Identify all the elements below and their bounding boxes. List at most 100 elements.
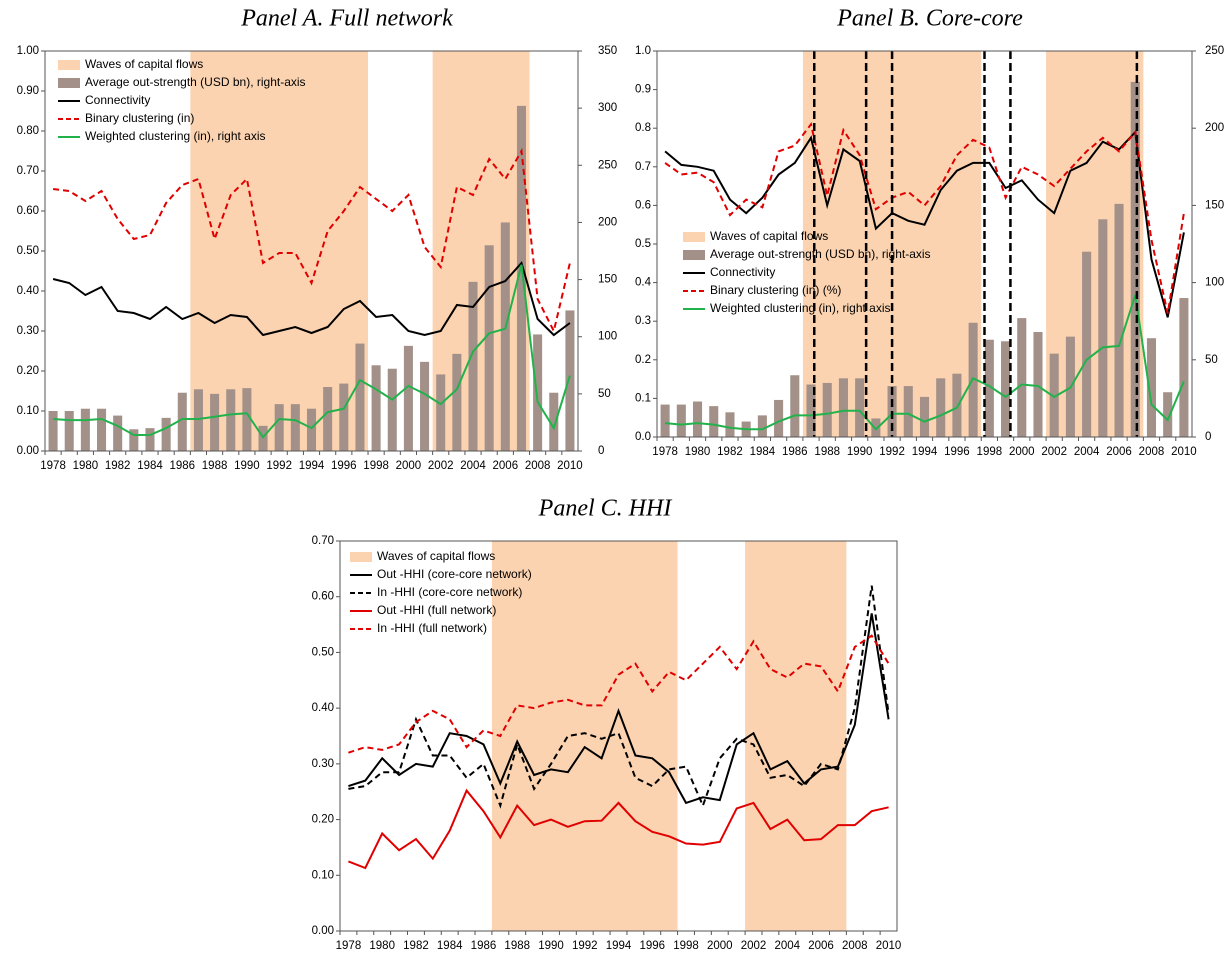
x-tick-label: 1984 (750, 446, 776, 458)
x-tick-label: 2004 (774, 940, 800, 952)
chart-title: Panel B. Core-core (836, 6, 1023, 32)
y2-tick-label: 150 (1205, 199, 1224, 211)
bar (97, 408, 107, 451)
x-tick-label: 2006 (1106, 446, 1132, 458)
x-tick-label: 1988 (504, 940, 530, 952)
x-tick-label: 1992 (572, 940, 598, 952)
x-tick-label: 1994 (912, 446, 938, 458)
bar (533, 334, 543, 451)
y2-tick-label: 0 (1205, 431, 1211, 443)
x-tick-label: 2006 (808, 940, 834, 952)
bar (692, 401, 703, 437)
chart-title: Panel C. HHI (538, 496, 673, 522)
wave-band (491, 541, 678, 931)
x-tick-label: 1982 (105, 460, 131, 472)
bar (242, 388, 252, 451)
wave-band (190, 51, 369, 451)
line-series (348, 788, 889, 870)
bar (1017, 318, 1027, 437)
bar (113, 415, 123, 451)
x-tick-label: 2004 (460, 460, 486, 472)
x-tick-label: 1994 (299, 460, 325, 472)
bar (660, 404, 670, 437)
bar (1049, 353, 1059, 437)
x-tick-label: 1994 (606, 940, 632, 952)
y-tick-label: 0.0 (635, 431, 651, 443)
x-tick-label: 1984 (437, 940, 463, 952)
bar (1001, 341, 1011, 437)
x-tick-label: 1990 (234, 460, 260, 472)
x-tick-label: 2006 (493, 460, 519, 472)
y-tick-label: 1.00 (17, 45, 39, 57)
bar (838, 378, 848, 437)
wave-band (1046, 51, 1144, 437)
bar (757, 415, 767, 437)
bar (725, 412, 735, 437)
legend-label: Out -HHI (full network) (377, 603, 496, 617)
x-tick-label: 1992 (879, 446, 905, 458)
bar (145, 428, 155, 451)
y-tick-label: 0.20 (312, 814, 334, 826)
bar (177, 392, 187, 451)
bar (790, 375, 800, 437)
legend-label: Waves of capital flows (85, 57, 203, 71)
bar (1146, 338, 1157, 437)
bar (1098, 219, 1108, 437)
bar (468, 281, 478, 451)
x-tick-label: 2010 (1171, 446, 1197, 458)
line-series (52, 260, 571, 337)
bar (952, 373, 962, 437)
x-tick-label: 1978 (40, 460, 66, 472)
y-tick-label: 0.40 (17, 285, 39, 297)
bar (306, 408, 317, 451)
bar (355, 343, 365, 451)
x-tick-label: 1992 (266, 460, 292, 472)
x-tick-label: 1980 (369, 940, 395, 952)
x-tick-label: 1998 (977, 446, 1003, 458)
y-tick-label: 0.30 (312, 758, 334, 770)
bar (403, 345, 413, 451)
bar (806, 384, 816, 437)
y-tick-label: 0.9 (635, 84, 651, 96)
y-tick-label: 0.5 (635, 238, 651, 250)
x-tick-label: 2004 (1074, 446, 1100, 458)
bar (516, 105, 526, 451)
legend-label: Binary clustering (in) (%) (710, 283, 841, 297)
x-tick-label: 1986 (169, 460, 195, 472)
x-tick-label: 1986 (782, 446, 808, 458)
legend-label: Binary clustering (in) (85, 111, 194, 125)
x-tick-label: 2008 (1139, 446, 1165, 458)
y-tick-label: 0.2 (635, 354, 651, 366)
x-tick-label: 1980 (73, 460, 99, 472)
bar (919, 396, 930, 437)
y-tick-label: 1.0 (635, 45, 651, 57)
chart-title: Panel A. Full network (240, 6, 453, 32)
y-tick-label: 0.30 (17, 325, 39, 337)
bar (822, 382, 832, 437)
legend-label: Weighted clustering (in), right axis (710, 301, 891, 315)
legend-label: Average out-strength (USD bn), right-axi… (710, 247, 931, 261)
bar (210, 393, 220, 451)
x-tick-label: 2010 (876, 940, 902, 952)
bar (80, 408, 90, 451)
x-tick-label: 1978 (336, 940, 362, 952)
x-tick-label: 2008 (842, 940, 868, 952)
y2-tick-label: 350 (598, 45, 617, 57)
line-series (664, 121, 1185, 314)
y-tick-label: 0.50 (312, 646, 334, 658)
bar (161, 417, 171, 451)
wave-band (432, 51, 530, 451)
bar (549, 392, 559, 451)
y-tick-label: 0.50 (17, 245, 39, 257)
x-tick-label: 2000 (707, 940, 733, 952)
bar (452, 353, 462, 451)
bar (290, 404, 300, 451)
x-tick-label: 1984 (137, 460, 163, 472)
x-tick-label: 1988 (814, 446, 840, 458)
legend-label: Waves of capital flows (710, 229, 828, 243)
line-series (665, 294, 1185, 431)
bar (1082, 251, 1092, 437)
y2-tick-label: 50 (598, 388, 611, 400)
x-tick-label: 2002 (428, 460, 454, 472)
bar (323, 387, 333, 451)
